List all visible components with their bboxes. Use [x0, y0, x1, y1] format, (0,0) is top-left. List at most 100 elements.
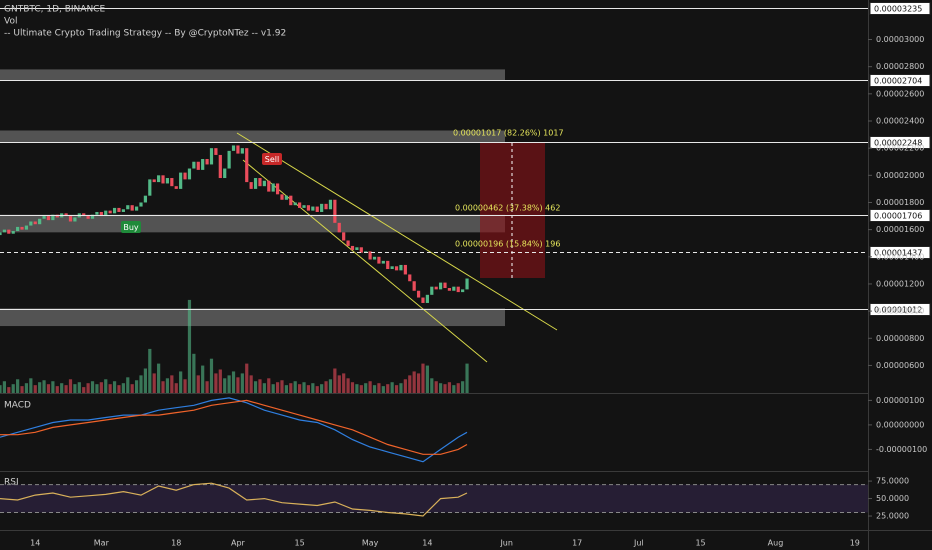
volume-bar	[293, 381, 297, 393]
candle	[179, 172, 183, 189]
volume-bar	[443, 384, 447, 393]
x-tick-label: 15	[295, 539, 305, 548]
volume-bar	[192, 353, 196, 393]
candle	[117, 207, 121, 212]
volume-bar	[201, 365, 205, 393]
y-tick-label: 0.00000600	[876, 361, 924, 370]
volume-bar	[29, 378, 33, 393]
volume-bar	[16, 379, 20, 393]
candle	[447, 288, 452, 291]
volume-bar	[121, 383, 125, 393]
candle	[368, 251, 372, 260]
candle	[267, 180, 271, 192]
volume-bar	[223, 378, 227, 393]
zone	[0, 130, 505, 143]
volume-bar	[214, 373, 218, 393]
candle	[104, 210, 108, 217]
candle	[271, 183, 275, 192]
volume-label: Vol	[4, 17, 17, 27]
candle	[456, 286, 460, 293]
candle	[20, 226, 24, 230]
volume-bar	[434, 381, 438, 393]
candle	[390, 266, 394, 270]
candle	[174, 186, 178, 189]
volume-bar	[240, 373, 244, 393]
volume-bar	[394, 385, 399, 393]
candle	[134, 206, 139, 211]
volume-bar	[227, 375, 231, 393]
candle	[201, 159, 205, 170]
level-box	[869, 246, 931, 259]
target-label: 0.00001017 (82.26%) 1017	[453, 129, 564, 138]
volume-bar	[143, 368, 148, 393]
volume-bar	[130, 384, 134, 393]
volume-bar	[231, 371, 236, 393]
volume-bar	[20, 386, 24, 393]
candle	[236, 145, 240, 154]
candle	[394, 266, 399, 271]
zone	[0, 308, 505, 327]
volume-bar	[306, 385, 311, 393]
candle	[262, 180, 266, 187]
channel-lower	[242, 159, 488, 363]
volume-bar	[412, 371, 416, 393]
candle	[293, 202, 297, 206]
candle	[328, 199, 333, 210]
candle	[461, 289, 465, 293]
candle	[416, 290, 421, 298]
candle	[346, 240, 350, 246]
volume-bar	[399, 383, 403, 393]
volume-bar	[139, 375, 143, 393]
x-tick-label: May	[362, 539, 379, 548]
y-tick-label: 0.00002200	[876, 144, 924, 153]
volume-bar	[112, 381, 117, 393]
candle	[143, 195, 148, 203]
candle	[452, 286, 456, 291]
y-tick-label: 50.0000	[876, 494, 909, 503]
candle	[152, 179, 156, 183]
candle	[275, 183, 280, 195]
volume-bar	[381, 386, 385, 393]
level-label: 0.00001706	[874, 212, 922, 221]
x-tick-label: Mar	[94, 539, 110, 548]
level-box	[869, 2, 931, 15]
candle	[412, 281, 416, 291]
candle	[68, 216, 73, 222]
candle	[209, 148, 214, 165]
candle	[2, 229, 7, 233]
candle	[38, 218, 42, 225]
sell-marker	[262, 153, 282, 165]
candle	[311, 206, 315, 211]
levels: 0.00003235 0.00002704 0.00002248 0.00001706…	[0, 2, 931, 316]
y-tick-label: 0.00001000	[876, 307, 924, 316]
volume-bar	[38, 382, 42, 393]
volume-bar	[280, 380, 284, 393]
volume-bar	[196, 375, 200, 393]
volume-bar	[95, 384, 99, 393]
volume-bar	[430, 378, 434, 393]
volume-bar	[82, 387, 86, 393]
candle	[55, 214, 59, 218]
candle	[381, 260, 385, 264]
volume-bar	[377, 383, 381, 393]
volume-bar	[425, 365, 429, 393]
volume-bar	[24, 383, 29, 393]
volume-bar	[7, 387, 11, 393]
volume-bar	[350, 382, 355, 393]
y-tick-label: 0.00000000	[876, 420, 924, 429]
candle	[90, 214, 95, 219]
candle	[183, 172, 187, 180]
candle	[315, 206, 319, 212]
candle	[29, 221, 33, 226]
volume-bar	[157, 363, 161, 393]
volume-bar	[86, 383, 90, 393]
buy-label: Buy	[123, 223, 139, 232]
candle	[86, 216, 90, 219]
volume-bar	[99, 382, 103, 393]
y-tick-label: 0.00001800	[876, 198, 924, 207]
volume-bar	[183, 379, 187, 393]
channel-upper	[236, 132, 558, 331]
y-tick-label: 0.00000100	[876, 396, 924, 405]
candle	[408, 274, 412, 282]
